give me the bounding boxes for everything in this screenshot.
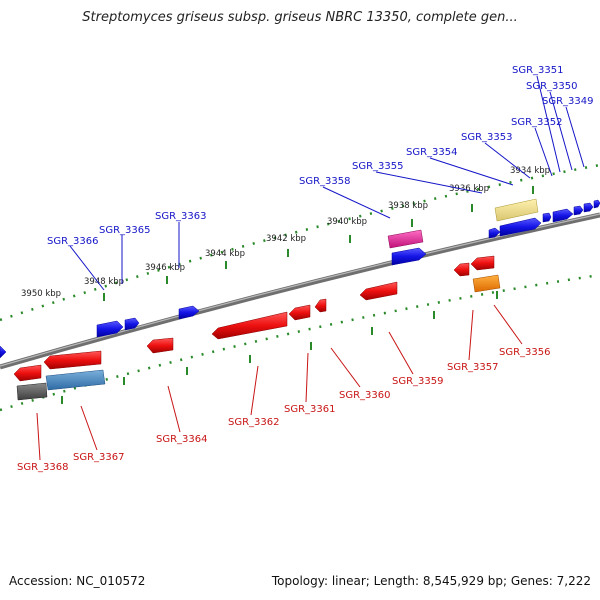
gene-arrow [146, 337, 174, 354]
gene-label-forward[interactable]: SGR_3353 [461, 132, 513, 143]
gene-arrow [470, 255, 495, 271]
gene-arrow [573, 205, 584, 216]
scale-label: 3948 kbp [84, 277, 124, 287]
gene-arrow [583, 202, 594, 213]
gene-label-reverse[interactable]: SGR_3361 [284, 404, 336, 415]
gene-label-forward[interactable]: SGR_3355 [352, 161, 404, 172]
gene-arrow [552, 208, 574, 223]
gene-arrow [453, 262, 470, 277]
genome-backbone [0, 212, 600, 370]
genome-summary-text: Topology: linear; Length: 8,545,929 bp; … [271, 574, 591, 588]
gene-arrow [314, 298, 327, 313]
gene-label-forward[interactable]: SGR_3363 [155, 211, 207, 222]
scale-ruler-upper [0, 163, 600, 322]
gene-label-forward[interactable]: SGR_3354 [406, 147, 458, 158]
gene-label-reverse[interactable]: SGR_3364 [156, 434, 208, 445]
pseudo-feature [494, 198, 539, 222]
gene-label-reverse[interactable]: SGR_3360 [339, 390, 391, 401]
gene-arrow [359, 281, 398, 301]
gene-label-forward[interactable]: SGR_3365 [99, 225, 151, 236]
gene-label-forward[interactable]: SGR_3349 [542, 96, 594, 107]
scale-label: 3946 kbp [145, 263, 185, 273]
gene-label-reverse[interactable]: SGR_3359 [392, 376, 444, 387]
scale-label: 3950 kbp [21, 289, 61, 299]
grey-feature [16, 382, 48, 401]
gene-arrow [178, 305, 200, 320]
gene-arrow [13, 364, 42, 382]
gene-arrow [288, 304, 311, 321]
forward-gene-features [0, 199, 600, 359]
scale-label: 3934 kbp [510, 166, 550, 176]
map-title: Streptomyces griseus subsp. griseus NBRC… [82, 10, 518, 25]
gene-label-forward[interactable]: SGR_3358 [299, 176, 351, 187]
gene-arrow [0, 345, 7, 359]
gene-label-forward[interactable]: SGR_3366 [47, 236, 99, 247]
scale-label: 3942 kbp [266, 234, 306, 244]
scale-label: 3940 kbp [327, 217, 367, 227]
gene-label-forward[interactable]: SGR_3351 [512, 65, 564, 76]
accession-text: Accession: NC_010572 [9, 574, 146, 588]
scale-label: 3944 kbp [205, 249, 245, 259]
gene-arrow [488, 227, 501, 239]
gene-arrow [96, 320, 124, 338]
gene-label-reverse[interactable]: SGR_3367 [73, 452, 125, 463]
reverse-leader-lines [36, 304, 523, 461]
gene-arrow [542, 212, 552, 223]
gene-label-forward[interactable]: SGR_3352 [511, 117, 563, 128]
gene-label-reverse[interactable]: SGR_3357 [447, 362, 499, 373]
gene-label-reverse[interactable]: SGR_3362 [228, 417, 280, 428]
major-ticks-upper [103, 186, 534, 301]
forward-leader-lines [69, 75, 585, 291]
gene-arrow [499, 217, 542, 237]
gene-arrow [593, 199, 600, 209]
gene-arrow [211, 311, 288, 340]
scale-label: 3936 kbp [449, 184, 489, 194]
major-ticks-lower [61, 291, 498, 404]
reverse-gene-features [13, 255, 495, 382]
gene-label-reverse[interactable]: SGR_3368 [17, 462, 69, 473]
scale-label: 3938 kbp [388, 201, 428, 211]
gene-arrow [391, 247, 427, 266]
gene-label-forward[interactable]: SGR_3350 [526, 81, 578, 92]
gene-label-reverse[interactable]: SGR_3356 [499, 347, 551, 358]
gene-arrow [124, 317, 140, 331]
orange-feature [472, 274, 501, 293]
gene-arrow [43, 350, 102, 370]
rna-feature [387, 229, 424, 249]
misc-feature [45, 369, 106, 391]
